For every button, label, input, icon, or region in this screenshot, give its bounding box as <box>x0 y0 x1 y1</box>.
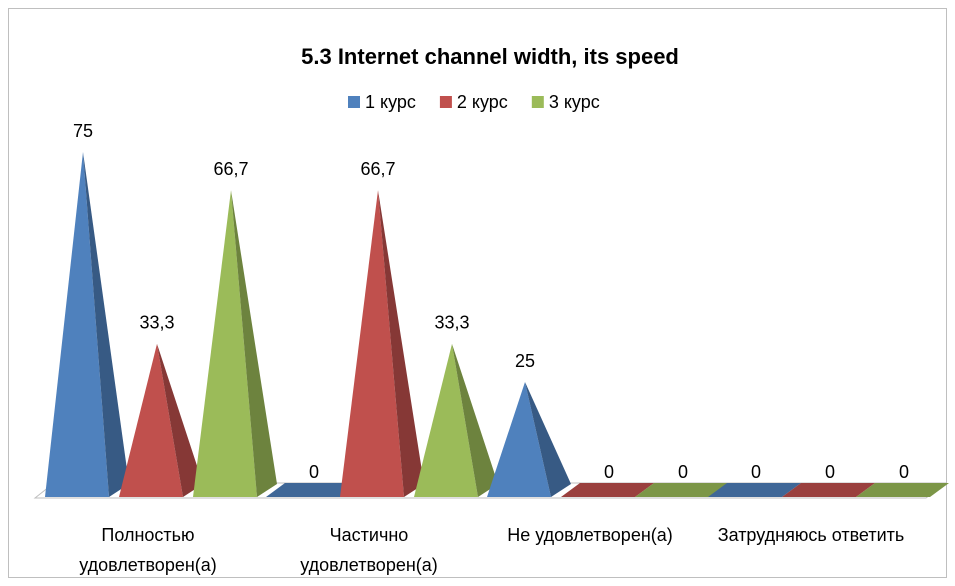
zero-slab <box>708 483 801 497</box>
zero-slab <box>782 483 875 497</box>
value-label: 25 <box>515 351 535 371</box>
pyramid <box>340 190 424 497</box>
pyramid <box>266 483 359 497</box>
pyramid-front <box>414 343 478 497</box>
pyramid <box>635 483 728 497</box>
pyramid-side <box>378 190 424 497</box>
pyramid-side <box>83 152 129 497</box>
pyramid-front <box>340 190 404 497</box>
pyramid <box>119 343 203 497</box>
legend-label: 2 курс <box>457 92 508 112</box>
pyramid-side <box>157 343 203 497</box>
value-label: 0 <box>309 462 319 482</box>
zero-slab <box>266 483 359 497</box>
pyramid-side <box>452 343 498 497</box>
chart-title: 5.3 Internet channel width, its speed <box>301 44 679 69</box>
pyramid-side <box>525 382 571 497</box>
pyramid-front <box>119 343 183 497</box>
value-label: 66,7 <box>213 159 248 179</box>
pyramid <box>487 382 571 497</box>
pyramid <box>708 483 801 497</box>
value-label: 0 <box>899 462 909 482</box>
value-label: 0 <box>751 462 761 482</box>
legend-label: 3 курс <box>549 92 600 112</box>
value-label: 75 <box>73 121 93 141</box>
value-label: 66,7 <box>360 159 395 179</box>
x-tick-label: Не удовлетворен(а) <box>507 525 673 545</box>
pyramid <box>45 152 129 497</box>
pyramid <box>856 483 949 497</box>
value-label: 33,3 <box>434 313 469 333</box>
value-label: 0 <box>604 462 614 482</box>
pyramid <box>414 343 498 497</box>
legend-label: 1 курс <box>365 92 416 112</box>
zero-slab <box>561 483 654 497</box>
value-label: 33,3 <box>139 313 174 333</box>
pyramid-front <box>45 152 109 497</box>
legend-swatch <box>439 96 452 108</box>
x-tick-label: Затрудняюсь ответить <box>717 525 905 545</box>
x-tick-label: Частично удовлетворен(а) <box>300 525 438 575</box>
zero-slab <box>856 483 949 497</box>
pyramid <box>193 190 277 497</box>
pyramid <box>561 483 654 497</box>
pyramid-front <box>193 190 257 497</box>
legend-swatch <box>348 96 360 108</box>
pyramid <box>782 483 875 497</box>
pyramid-front <box>487 382 551 497</box>
pyramid-side <box>231 190 277 497</box>
value-label: 0 <box>825 462 835 482</box>
value-label: 0 <box>678 462 688 482</box>
zero-slab <box>635 483 728 497</box>
legend-swatch <box>531 96 544 108</box>
x-tick-label: Полностью удовлетворен(а) <box>79 525 217 575</box>
